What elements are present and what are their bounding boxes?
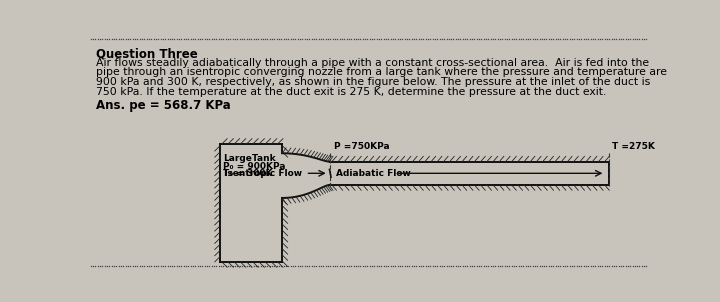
Text: T =275K: T =275K [612, 142, 655, 151]
Text: Air flows steadily adiabatically through a pipe with a constant cross-sectional : Air flows steadily adiabatically through… [96, 58, 649, 68]
Text: P =750KPa: P =750KPa [334, 142, 390, 151]
Text: T₀ = 300K: T₀ = 300K [223, 169, 273, 178]
Text: 900 kPa and 300 K, respectively, as shown in the figure below. The pressure at t: 900 kPa and 300 K, respectively, as show… [96, 77, 650, 87]
Text: Ans. pe = 568.7 KPa: Ans. pe = 568.7 KPa [96, 99, 231, 112]
Text: Question Three: Question Three [96, 47, 198, 60]
Text: Isentropic Flow: Isentropic Flow [224, 169, 302, 178]
Text: 750 kPa. If the temperature at the duct exit is 275 K, determine the pressure at: 750 kPa. If the temperature at the duct … [96, 87, 606, 97]
Text: LargeTank: LargeTank [223, 154, 276, 163]
Text: P₀ = 900KPa: P₀ = 900KPa [223, 162, 286, 171]
Text: Adiabatic Flow: Adiabatic Flow [336, 169, 411, 178]
Text: pipe through an isentropic converging nozzle from a large tank where the pressur: pipe through an isentropic converging no… [96, 67, 667, 77]
